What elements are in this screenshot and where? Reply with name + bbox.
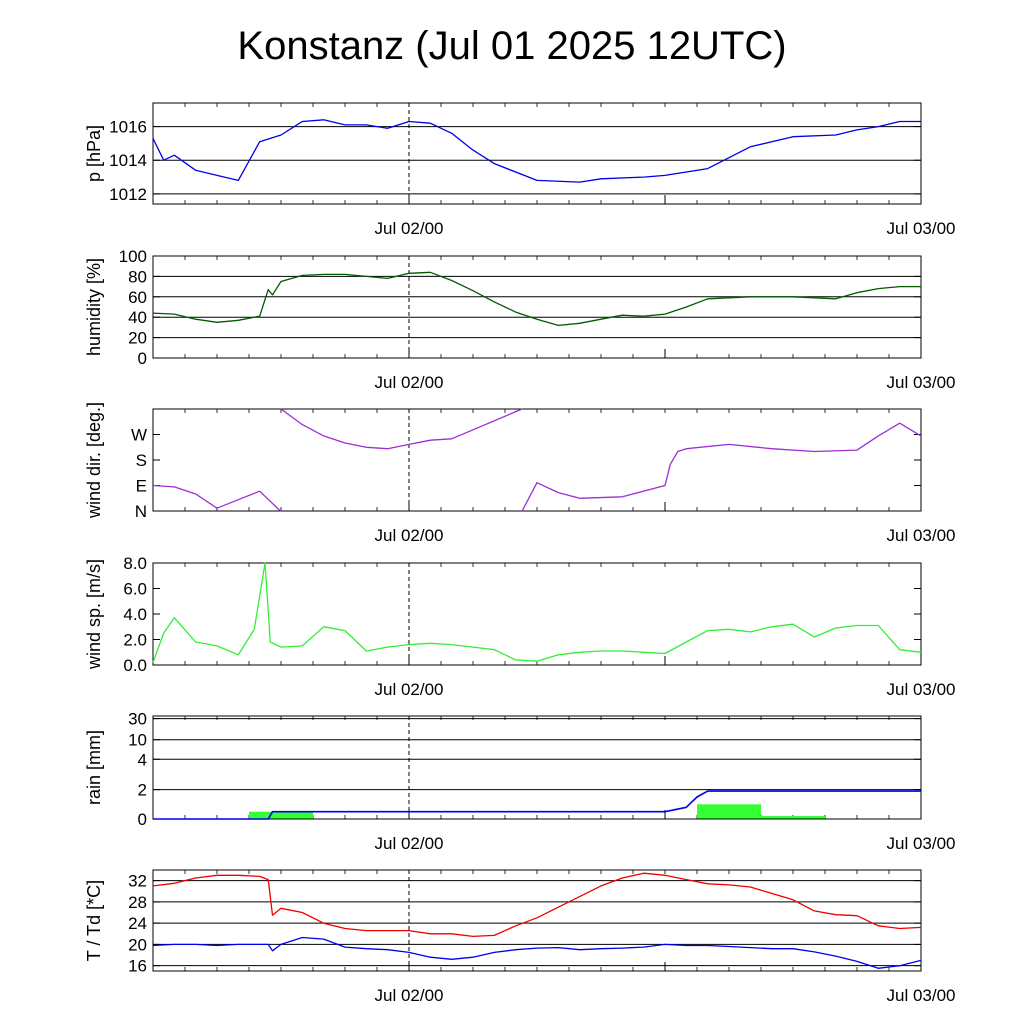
- wind-direction-line: [280, 408, 523, 450]
- x-tick-label: Jul 03/00: [887, 986, 956, 1005]
- x-tick-label: Jul 03/00: [887, 219, 956, 238]
- y-tick-label: 0.0: [123, 656, 147, 675]
- x-tick-label: Jul 03/00: [887, 834, 956, 853]
- chart-title: Konstanz (Jul 01 2025 12UTC): [237, 24, 787, 68]
- y-tick-label: E: [136, 477, 147, 496]
- y-tick-label: 24: [128, 914, 147, 933]
- rain-bar: [697, 804, 761, 819]
- x-tick-label: Jul 02/00: [375, 986, 444, 1005]
- panel-0-frame: [152, 102, 922, 205]
- rain-cumulative-line: [153, 790, 921, 820]
- y-tick-label: 20: [128, 935, 147, 954]
- panel-1-frame: [152, 255, 922, 359]
- y-tick-label: 60: [128, 288, 147, 307]
- y-tick-label: 4: [138, 750, 147, 769]
- x-tick-label: Jul 02/00: [375, 526, 444, 545]
- y-tick-label: W: [131, 426, 147, 445]
- y-axis-label: T / Td [*C]: [84, 880, 104, 961]
- y-tick-label: 6.0: [123, 580, 147, 599]
- y-tick-label: S: [136, 451, 147, 470]
- y-tick-label: 10: [128, 731, 147, 750]
- panel-2-frame: [152, 408, 922, 512]
- y-tick-label: 30: [128, 710, 147, 729]
- x-tick-label: Jul 03/00: [887, 680, 956, 699]
- y-axis-label: p [hPa]: [84, 125, 104, 182]
- x-tick-label: Jul 03/00: [887, 526, 956, 545]
- panel-5-frame: [152, 869, 922, 972]
- rain-bar: [249, 811, 313, 819]
- x-tick-label: Jul 02/00: [375, 834, 444, 853]
- wind-speed-line: [152, 562, 922, 663]
- y-tick-label: 1012: [109, 185, 147, 204]
- y-tick-label: 1016: [109, 118, 147, 137]
- y-tick-label: 2.0: [123, 631, 147, 650]
- y-tick-label: N: [135, 502, 147, 521]
- y-tick-label: 16: [128, 957, 147, 976]
- y-tick-label: 28: [128, 893, 147, 912]
- temperature-line: [152, 872, 922, 938]
- rain-bar: [761, 816, 825, 819]
- y-tick-label: 20: [128, 329, 147, 348]
- x-tick-label: Jul 02/00: [375, 680, 444, 699]
- humidity-line: [152, 271, 921, 327]
- y-tick-label: 2: [138, 781, 147, 800]
- y-axis-label: humidity [%]: [84, 258, 104, 356]
- dewpoint-line: [152, 936, 922, 969]
- x-tick-label: Jul 02/00: [375, 219, 444, 238]
- wind-direction-line: [521, 422, 922, 512]
- y-axis-label: rain [mm]: [84, 730, 104, 805]
- y-axis-label: wind dir. [deg.]: [84, 402, 104, 519]
- y-tick-label: 1014: [109, 151, 147, 170]
- pressure-line: [152, 119, 921, 183]
- y-tick-label: 80: [128, 267, 147, 286]
- x-tick-label: Jul 03/00: [887, 373, 956, 392]
- y-tick-label: 0: [138, 349, 147, 368]
- x-tick-label: Jul 02/00: [375, 373, 444, 392]
- y-tick-label: 100: [119, 247, 147, 266]
- y-tick-label: 32: [128, 872, 147, 891]
- y-tick-label: 8.0: [123, 554, 147, 573]
- y-tick-label: 0: [138, 810, 147, 829]
- y-axis-label: wind sp. [m/s]: [84, 559, 104, 670]
- panel-4-frame: [152, 715, 922, 820]
- y-tick-label: 4.0: [123, 605, 147, 624]
- y-tick-label: 40: [128, 308, 147, 327]
- wind-direction-line: [152, 484, 282, 512]
